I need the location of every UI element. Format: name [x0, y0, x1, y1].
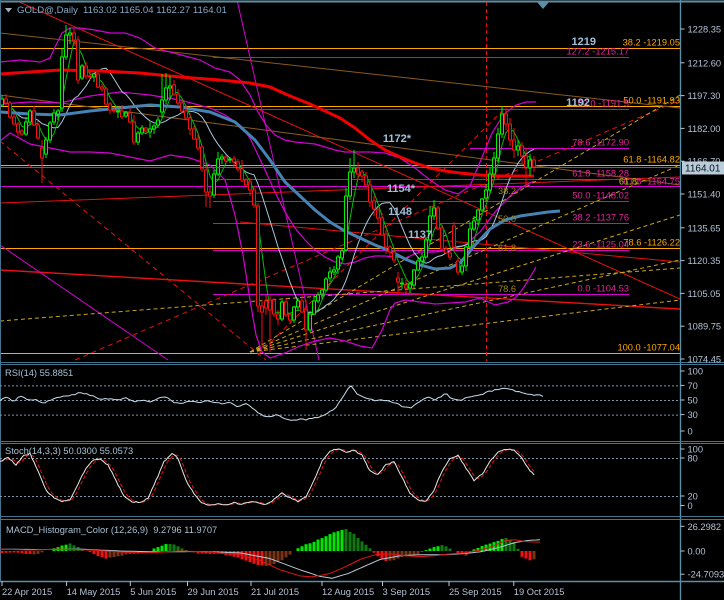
svg-text:Stoch(14,3,3) 50.0300 55.0573: Stoch(14,3,3) 50.0300 55.0573 — [5, 446, 133, 456]
svg-text:61.8: 61.8 — [498, 243, 516, 253]
svg-text:26.2982: 26.2982 — [688, 522, 722, 532]
svg-text:50.0: 50.0 — [498, 214, 516, 224]
svg-text:80: 80 — [688, 454, 698, 464]
svg-text:61.8 -1158.28: 61.8 -1158.28 — [572, 169, 629, 179]
svg-text:38.2 -1137.76: 38.2 -1137.76 — [572, 213, 629, 223]
svg-text:100: 100 — [688, 445, 704, 455]
svg-text:50.0 -1148.02: 50.0 -1148.02 — [572, 191, 629, 201]
svg-text:1228.35: 1228.35 — [688, 25, 722, 35]
svg-text:100.0 -1077.04: 100.0 -1077.04 — [617, 343, 680, 353]
svg-text:1148: 1148 — [388, 206, 412, 218]
svg-text:78.6 -1172.90: 78.6 -1172.90 — [572, 138, 629, 148]
svg-text:29 Jun 2015: 29 Jun 2015 — [188, 587, 239, 597]
svg-text:1120.35: 1120.35 — [688, 256, 721, 266]
svg-text:1163.02 1165.04 1162.27 1164.0: 1163.02 1165.04 1162.27 1164.01 — [83, 5, 227, 16]
svg-text:22 Apr 2015: 22 Apr 2015 — [2, 587, 52, 597]
svg-text:1172*: 1172* — [383, 133, 412, 145]
svg-text:1137: 1137 — [408, 229, 432, 241]
svg-text:61.8 -1164.82: 61.8 -1164.82 — [623, 155, 680, 165]
svg-text:30: 30 — [688, 410, 698, 420]
svg-text:61.8: 61.8 — [619, 177, 637, 187]
svg-text:70: 70 — [688, 381, 698, 391]
svg-text:GOLD@,Daily: GOLD@,Daily — [17, 5, 78, 16]
svg-text:3 Sep 2015: 3 Sep 2015 — [383, 587, 431, 597]
svg-text:100: 100 — [688, 367, 704, 377]
svg-text:19 Oct 2015: 19 Oct 2015 — [514, 587, 565, 597]
svg-text:50.0 -1191.93: 50.0 -1191.93 — [623, 96, 680, 106]
svg-text:50.0 -1191.5: 50.0 -1191.5 — [577, 99, 629, 109]
svg-text:12 Aug 2015: 12 Aug 2015 — [322, 587, 374, 597]
svg-text:MACD_Histogram_Color (12,26,9): MACD_Histogram_Color (12,26,9) 9.2796 11… — [6, 525, 217, 535]
svg-text:0: 0 — [688, 501, 693, 511]
svg-text:1154*: 1154* — [387, 183, 416, 195]
svg-text:0: 0 — [688, 427, 693, 437]
svg-text:1151.40: 1151.40 — [688, 189, 721, 199]
svg-text:1164.01: 1164.01 — [685, 164, 721, 175]
svg-text:38.2: 38.2 — [498, 186, 516, 196]
svg-text:61.8 -1154.75: 61.8 -1154.75 — [623, 177, 680, 187]
svg-text:50: 50 — [688, 396, 698, 406]
svg-text:1182.00: 1182.00 — [688, 124, 721, 134]
svg-text:23.6 -1125.04: 23.6 -1125.04 — [572, 240, 629, 250]
svg-text:RSI(14) 55.8851: RSI(14) 55.8851 — [5, 368, 73, 378]
svg-text:25 Sep 2015: 25 Sep 2015 — [449, 587, 502, 597]
svg-text:21 Jul 2015: 21 Jul 2015 — [251, 587, 299, 597]
svg-text:38.2 -1219.05: 38.2 -1219.05 — [623, 38, 680, 48]
svg-text:14 May 2015: 14 May 2015 — [67, 587, 121, 597]
svg-text:1197.30: 1197.30 — [688, 91, 721, 101]
svg-text:78.6 -1126.22: 78.6 -1126.22 — [623, 238, 680, 248]
svg-text:20: 20 — [688, 492, 698, 502]
svg-text:0.00: 0.00 — [688, 547, 706, 557]
svg-text:127.2 -1215.17: 127.2 -1215.17 — [566, 47, 629, 57]
svg-text:1074.45: 1074.45 — [688, 354, 722, 364]
svg-text:1219: 1219 — [572, 36, 596, 48]
svg-text:1089.75: 1089.75 — [688, 322, 722, 332]
svg-text:-24.7093: -24.7093 — [688, 570, 724, 580]
svg-text:1212.60: 1212.60 — [688, 58, 722, 68]
svg-text:0.0 -1104.53: 0.0 -1104.53 — [577, 284, 629, 294]
svg-text:78.6: 78.6 — [498, 284, 516, 294]
svg-text:1105.05: 1105.05 — [688, 289, 721, 299]
svg-text:1192: 1192 — [566, 97, 590, 109]
svg-text:1135.65: 1135.65 — [688, 223, 721, 233]
svg-text:5 Jun 2015: 5 Jun 2015 — [130, 587, 176, 597]
